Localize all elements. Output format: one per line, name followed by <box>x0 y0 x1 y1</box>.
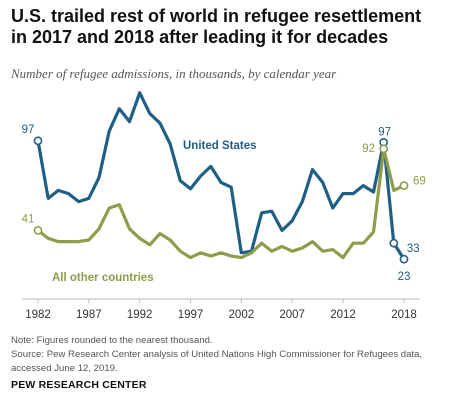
data-label-us-2016: 97 <box>378 126 391 138</box>
data-label-other-1982: 41 <box>22 213 35 225</box>
x-tick-label-2012: 2012 <box>330 309 356 321</box>
chart-note: Note: Figures rounded to the nearest tho… <box>11 335 213 346</box>
point-marker-other-1982 <box>33 225 43 235</box>
point-marker-us-1982 <box>33 136 43 146</box>
x-tick-label-1987: 1987 <box>76 309 102 321</box>
x-tick-label-2002: 2002 <box>229 309 255 321</box>
data-label-other-2018: 69 <box>413 176 426 188</box>
x-tick-label-1982: 1982 <box>25 309 51 321</box>
chart-source: Source: Pew Research Center analysis of … <box>11 349 423 374</box>
point-marker-other-2018 <box>399 181 409 190</box>
brand-logo-text: PEW RESEARCH CENTER <box>11 379 147 391</box>
data-label-us-2017: 33 <box>407 243 420 255</box>
data-label-us-1982: 97 <box>22 124 35 136</box>
point-marker-other-2016 <box>379 144 389 154</box>
line-chart: 1982 1987 1992 1997 2002 2007 2012 2018 97 97 33 23… <box>22 91 426 321</box>
x-tick-label-1992: 1992 <box>127 309 153 321</box>
chart-title: U.S. trailed rest of world in refugee re… <box>11 6 422 47</box>
point-marker-us-2017 <box>389 238 399 248</box>
x-tick-label-2018: 2018 <box>391 309 417 321</box>
series-label-us: United States <box>183 140 257 152</box>
point-marker-us-2018 <box>399 254 409 264</box>
series-line-other <box>36 147 406 260</box>
series-line-us <box>36 91 406 261</box>
chart-subtitle: Number of refugee admissions, in thousan… <box>11 66 337 81</box>
x-tick-label-1997: 1997 <box>178 309 204 321</box>
x-tick-label-2007: 2007 <box>279 309 305 321</box>
data-label-us-2018: 23 <box>398 271 411 283</box>
series-label-other: All other countries <box>52 272 154 284</box>
data-label-other-2016: 92 <box>362 143 375 155</box>
